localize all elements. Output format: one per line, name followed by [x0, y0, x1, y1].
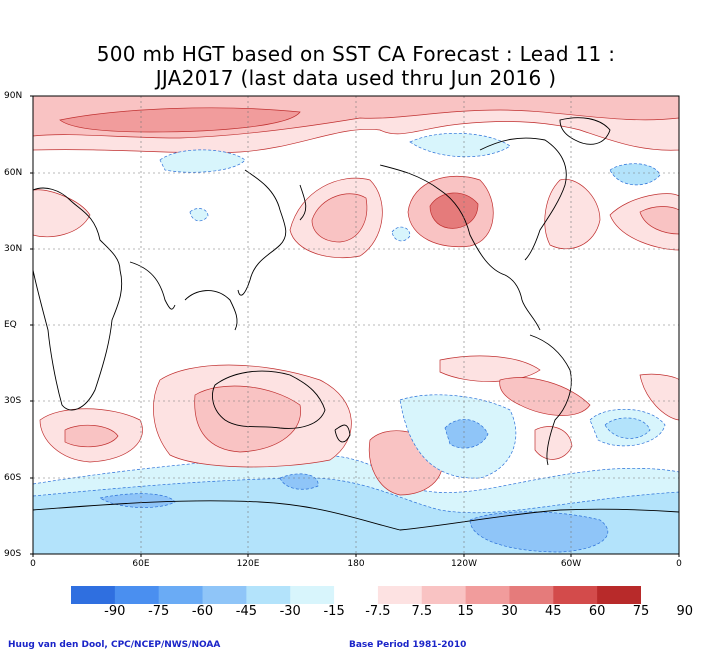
credit-text: Huug van den Dool, CPC/NCEP/NWS/NOAA	[8, 640, 221, 650]
colorbar-tick-label: -7.5	[365, 604, 391, 619]
pos-anomaly-subtropics	[439, 355, 541, 382]
colorbar-tick-label: 60	[588, 604, 606, 619]
colorbar-swatch	[114, 586, 160, 604]
chart-title-line1: 500 mb HGT based on SST CA Forecast : Le…	[96, 42, 616, 66]
lon-label-120e: 120E	[236, 559, 260, 569]
axis-ticks	[30, 95, 680, 557]
colorbar-swatch	[334, 586, 379, 604]
colorbar-swatch	[246, 586, 291, 604]
neg-anomaly-siberia	[159, 149, 246, 173]
colorbar-tick-label: 30	[501, 604, 518, 619]
neg-anomaly-npac-small	[391, 226, 411, 242]
pos-anomaly-westeurope	[33, 189, 91, 238]
lon-label-0-left: 0	[30, 559, 36, 569]
pos-anomaly-samerica	[499, 377, 591, 416]
pos-anomaly-australia-core	[194, 385, 301, 453]
lon-label-180: 180	[347, 559, 365, 569]
lat-label-60n: 60N	[4, 168, 23, 178]
neg-anomaly-hudson	[409, 132, 511, 158]
colorbar-swatch	[377, 586, 423, 604]
pos-anomaly-argentina	[534, 426, 573, 460]
lat-label-90s: 90S	[4, 549, 22, 559]
colorbar-tick-label: -75	[148, 604, 170, 619]
lon-label-0-right: 0	[676, 559, 682, 569]
colorbar-swatch	[158, 586, 204, 604]
colorbar-swatch	[71, 586, 116, 604]
pos-anomaly-core-north-2	[59, 107, 301, 133]
neg-anomaly-greenland	[609, 163, 661, 186]
lat-label-eq: EQ	[4, 320, 17, 330]
colorbar-tick-label: 90	[676, 604, 694, 619]
lat-label-30n: 30N	[4, 244, 23, 254]
lon-label-120w: 120W	[450, 559, 478, 569]
colorbar-tick-label: -15	[323, 604, 345, 619]
colorbar-tick-label: -30	[279, 604, 301, 619]
neg-anomaly-satl-core	[604, 417, 651, 439]
colorbar-swatch	[553, 586, 598, 604]
lat-label-60s: 60S	[4, 473, 22, 483]
pos-anomaly-satlantic	[639, 373, 679, 421]
colorbar-tick-label: 15	[457, 604, 474, 619]
lat-label-30s: 30S	[4, 396, 22, 406]
neg-anomaly-core-south	[469, 511, 609, 553]
colorbar-tick-label: 75	[632, 604, 650, 619]
colorbar-swatch	[421, 586, 467, 604]
lon-label-60w: 60W	[560, 559, 582, 569]
lon-gridlines	[140, 96, 572, 554]
pos-anomaly-nepacific-core	[429, 192, 479, 229]
colorbar-tick-label: 7.5	[411, 604, 433, 619]
colorbar-tick-label: -90	[104, 604, 126, 619]
colorbar-tick-label: 45	[545, 604, 562, 619]
colorbar-tick-label: -60	[191, 604, 214, 619]
pos-anomaly-europe-core	[639, 206, 679, 235]
colorbar-swatch	[509, 586, 554, 604]
pos-anomaly-indian-ocean-core	[64, 424, 119, 448]
pos-anomaly-natlantic	[544, 178, 601, 250]
pos-anomaly-npacific-west-core	[311, 193, 368, 243]
colorbar-swatch	[465, 586, 510, 604]
colorbar-tick-label: -45	[235, 604, 258, 619]
colorbar-swatch	[290, 586, 335, 604]
lat-label-90n: 90N	[4, 91, 23, 101]
neg-anomaly-spac-east-core	[444, 419, 489, 449]
neg-anomaly-wasia	[189, 208, 209, 222]
lon-label-60e: 60E	[132, 559, 150, 569]
base-period-text: Base Period 1981-2010	[349, 640, 467, 650]
colorbar	[71, 586, 641, 604]
chart-title-line2: JJA2017 (last data used thru Jun 2016 )	[155, 66, 557, 90]
coastlines	[33, 117, 679, 531]
colorbar-swatch	[597, 586, 641, 604]
colorbar-swatch	[202, 586, 247, 604]
